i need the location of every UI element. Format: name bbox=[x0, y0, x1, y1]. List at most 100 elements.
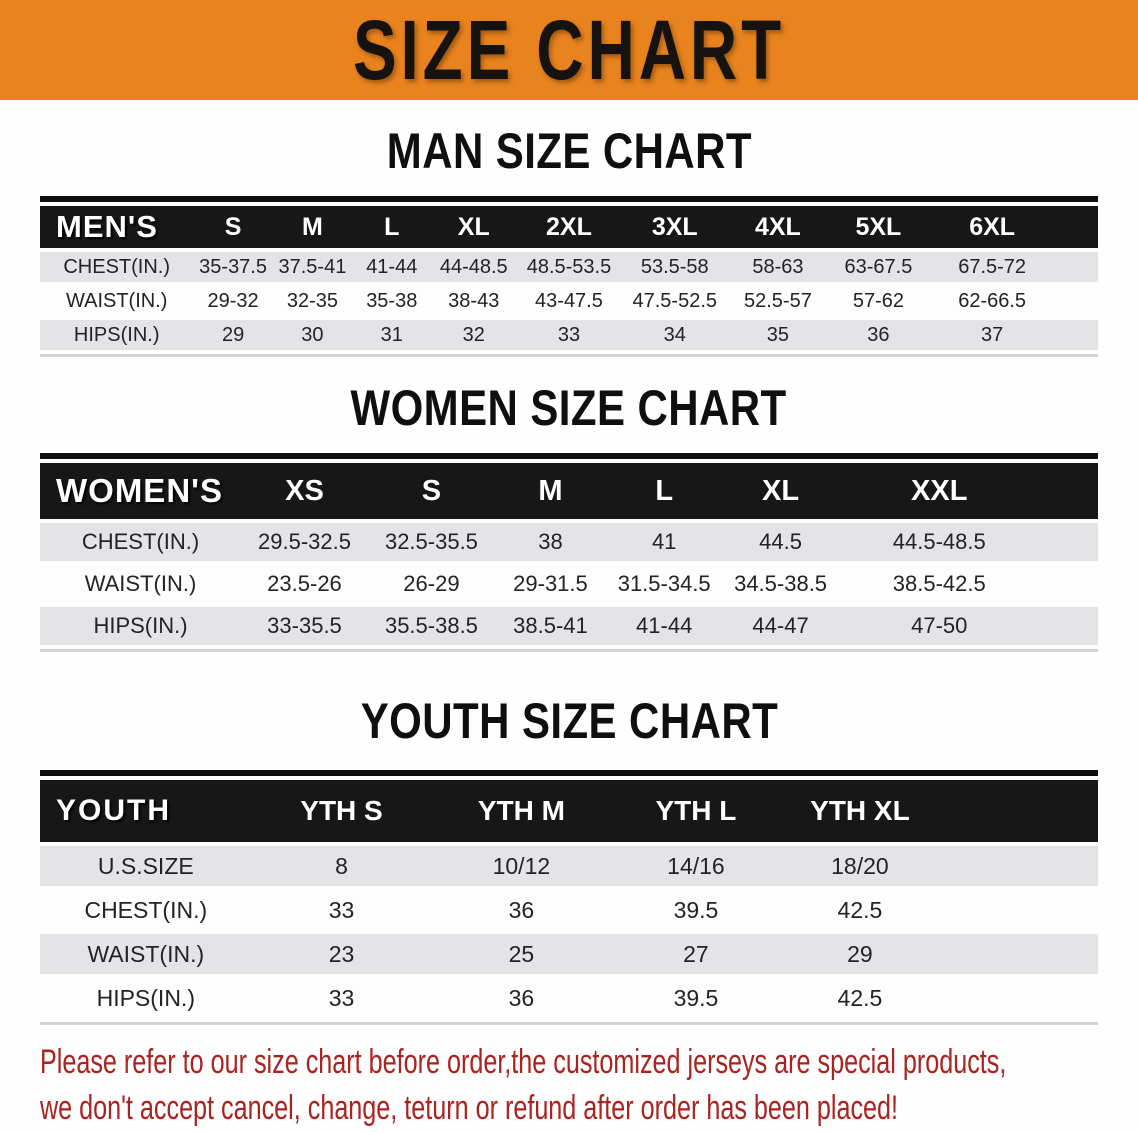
row-label: WAIST(IN.) bbox=[40, 286, 194, 316]
size-value: 35 bbox=[727, 320, 829, 350]
column-header: YTH L bbox=[611, 780, 781, 842]
size-value: 38.5-41 bbox=[494, 607, 606, 645]
size-value: 27 bbox=[611, 934, 781, 974]
spacer-cell bbox=[1039, 523, 1098, 561]
size-value: 41-44 bbox=[606, 607, 723, 645]
spacer-cell bbox=[939, 934, 1098, 974]
size-value: 29-32 bbox=[193, 286, 273, 316]
size-value: 30 bbox=[272, 320, 353, 350]
table-row: CHEST(IN.) 33 36 39.5 42.5 bbox=[40, 890, 1098, 930]
table-corner-label: WOMEN'S bbox=[40, 463, 242, 519]
column-header: YTH M bbox=[431, 780, 612, 842]
men-size-table: MEN'S S M L XL 2XL 3XL 4XL 5XL 6XL CHEST(IN.) 35-37… bbox=[40, 196, 1098, 357]
spacer-cell bbox=[939, 978, 1098, 1018]
size-value: 57-62 bbox=[828, 286, 929, 316]
table-row: U.S.SIZE 8 10/12 14/16 18/20 bbox=[40, 846, 1098, 886]
size-value: 44-47 bbox=[722, 607, 839, 645]
size-value: 62-66.5 bbox=[928, 286, 1056, 316]
size-value: 63-67.5 bbox=[828, 252, 929, 282]
size-value: 29 bbox=[193, 320, 273, 350]
spacer-cell bbox=[1055, 252, 1098, 282]
disclaimer-line-2: we don't accept cancel, change, teturn o… bbox=[40, 1089, 898, 1127]
column-header: 4XL bbox=[727, 206, 829, 248]
men-section-heading: MAN SIZE CHART bbox=[0, 126, 1138, 176]
size-value: 35-38 bbox=[352, 286, 432, 316]
spacer-cell bbox=[1055, 206, 1098, 248]
size-value: 47-50 bbox=[838, 607, 1040, 645]
column-header: 3XL bbox=[621, 206, 728, 248]
size-value: 41 bbox=[606, 523, 723, 561]
size-value: 44.5 bbox=[722, 523, 839, 561]
table-row: WAIST(IN.) 29-32 32-35 35-38 38-43 43-47.5 47.… bbox=[40, 286, 1098, 316]
size-value: 29-31.5 bbox=[494, 565, 606, 603]
spacer-cell bbox=[1039, 463, 1098, 519]
column-header: M bbox=[494, 463, 606, 519]
table-corner-label: YOUTH bbox=[40, 780, 252, 842]
youth-table: YOUTH YTH S YTH M YTH L YTH XL U.S.SIZE 8 10/12… bbox=[40, 776, 1098, 1022]
column-header: YTH XL bbox=[780, 780, 940, 842]
header-row: YOUTH YTH S YTH M YTH L YTH XL bbox=[40, 780, 1098, 842]
size-value: 38-43 bbox=[431, 286, 517, 316]
table-row: CHEST(IN.) 35-37.5 37.5-41 41-44 44-48.5 48.5… bbox=[40, 252, 1098, 282]
size-value: 37 bbox=[928, 320, 1056, 350]
size-value: 33 bbox=[251, 890, 432, 930]
size-value: 33 bbox=[251, 978, 432, 1018]
size-value: 53.5-58 bbox=[621, 252, 728, 282]
size-value: 25 bbox=[431, 934, 612, 974]
size-value: 34.5-38.5 bbox=[722, 565, 839, 603]
size-value: 43-47.5 bbox=[516, 286, 622, 316]
size-value: 44-48.5 bbox=[431, 252, 517, 282]
column-header: XL bbox=[722, 463, 839, 519]
table-row: WAIST(IN.) 23.5-26 26-29 29-31.5 31.5-34.5 34… bbox=[40, 565, 1098, 603]
banner-title: SIZE CHART bbox=[352, 2, 786, 97]
column-header: XXL bbox=[838, 463, 1040, 519]
table-row: WAIST(IN.) 23 25 27 29 bbox=[40, 934, 1098, 974]
size-value: 29.5-32.5 bbox=[241, 523, 368, 561]
column-header: L bbox=[606, 463, 723, 519]
size-value: 23 bbox=[251, 934, 432, 974]
youth-size-table: YOUTH YTH S YTH M YTH L YTH XL U.S.SIZE 8 10/12… bbox=[40, 770, 1098, 1025]
column-header: XL bbox=[431, 206, 517, 248]
size-value: 41-44 bbox=[352, 252, 432, 282]
size-value: 52.5-57 bbox=[727, 286, 829, 316]
size-value: 18/20 bbox=[780, 846, 940, 886]
size-value: 38.5-42.5 bbox=[838, 565, 1040, 603]
spacer-cell bbox=[939, 846, 1098, 886]
column-header: 2XL bbox=[516, 206, 622, 248]
spacer-cell bbox=[939, 890, 1098, 930]
women-table: WOMEN'S XS S M L XL XXL CHEST(IN.) 29.5-32.5 32.5… bbox=[40, 459, 1098, 649]
spacer-cell bbox=[1055, 286, 1098, 316]
size-value: 48.5-53.5 bbox=[516, 252, 622, 282]
spacer-cell bbox=[1039, 565, 1098, 603]
size-value: 36 bbox=[431, 978, 612, 1018]
size-value: 47.5-52.5 bbox=[621, 286, 728, 316]
table-row: HIPS(IN.) 33-35.5 35.5-38.5 38.5-41 41-44 44-… bbox=[40, 607, 1098, 645]
size-value: 14/16 bbox=[611, 846, 781, 886]
size-value: 8 bbox=[251, 846, 432, 886]
spacer-cell bbox=[1055, 320, 1098, 350]
size-value: 38 bbox=[494, 523, 606, 561]
table-row: HIPS(IN.) 33 36 39.5 42.5 bbox=[40, 978, 1098, 1018]
size-value: 39.5 bbox=[611, 890, 781, 930]
size-value: 32-35 bbox=[272, 286, 353, 316]
row-label: CHEST(IN.) bbox=[40, 890, 252, 930]
column-header: S bbox=[193, 206, 273, 248]
size-value: 36 bbox=[828, 320, 929, 350]
disclaimer-text: Please refer to our size chart before or… bbox=[40, 1039, 1138, 1131]
size-value: 31 bbox=[352, 320, 432, 350]
column-header: L bbox=[352, 206, 432, 248]
size-value: 36 bbox=[431, 890, 612, 930]
row-label: CHEST(IN.) bbox=[40, 252, 194, 282]
size-value: 33 bbox=[516, 320, 622, 350]
size-value: 37.5-41 bbox=[272, 252, 353, 282]
row-label: WAIST(IN.) bbox=[40, 565, 242, 603]
youth-section-heading: YOUTH SIZE CHART bbox=[0, 696, 1138, 746]
table-row: CHEST(IN.) 29.5-32.5 32.5-35.5 38 41 44.5 44.5… bbox=[40, 523, 1098, 561]
row-label: HIPS(IN.) bbox=[40, 320, 194, 350]
size-value: 31.5-34.5 bbox=[606, 565, 723, 603]
row-label: HIPS(IN.) bbox=[40, 607, 242, 645]
size-value: 34 bbox=[621, 320, 728, 350]
size-value: 39.5 bbox=[611, 978, 781, 1018]
women-size-table: WOMEN'S XS S M L XL XXL CHEST(IN.) 29.5-32.5 32.5… bbox=[40, 453, 1098, 652]
size-value: 44.5-48.5 bbox=[838, 523, 1040, 561]
